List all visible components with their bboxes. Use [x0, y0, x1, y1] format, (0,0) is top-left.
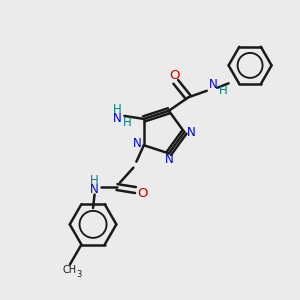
Text: H: H: [122, 116, 131, 129]
Text: N: N: [133, 137, 142, 150]
Text: N: N: [187, 126, 195, 139]
Text: O: O: [169, 69, 179, 82]
Text: H: H: [112, 103, 121, 116]
Text: CH: CH: [62, 265, 76, 275]
Text: 3: 3: [77, 269, 82, 278]
Text: N: N: [90, 183, 99, 196]
Text: N: N: [208, 78, 217, 91]
Text: N: N: [112, 112, 121, 125]
Text: O: O: [137, 187, 147, 200]
Text: N: N: [164, 154, 173, 166]
Text: H: H: [90, 174, 99, 187]
Text: H: H: [219, 84, 228, 97]
